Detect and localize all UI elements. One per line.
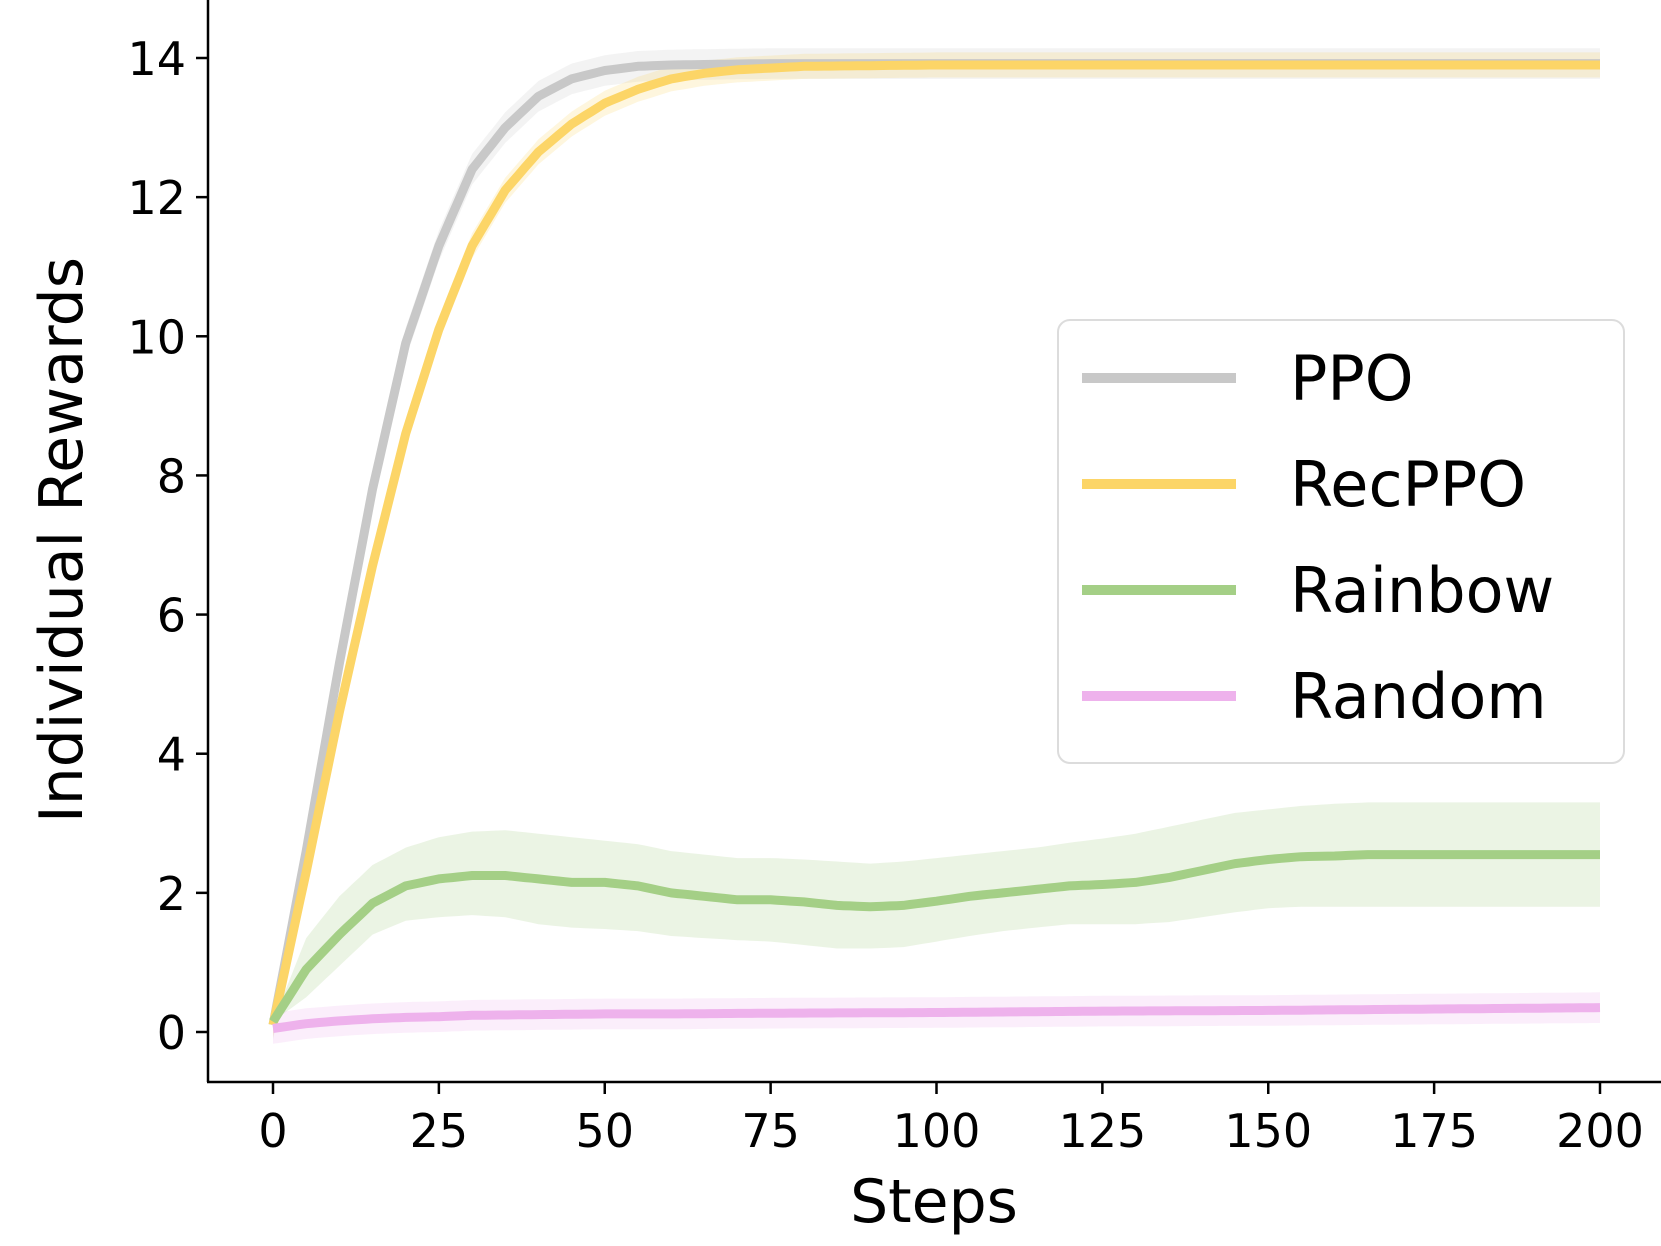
x-tick-label: 100 <box>893 1104 981 1158</box>
y-tick-label: 4 <box>157 728 186 782</box>
y-axis-title: Individual Rewards <box>27 257 97 823</box>
x-tick-label: 50 <box>575 1104 634 1158</box>
rainbow-band <box>273 802 1600 1022</box>
legend-label-recppo: RecPPO <box>1290 448 1526 521</box>
y-tick-label: 0 <box>157 1006 186 1060</box>
x-tick-label: 75 <box>741 1104 800 1158</box>
random-line <box>272 1003 1601 1033</box>
y-tick-label: 10 <box>127 310 186 364</box>
x-tick-label: 175 <box>1390 1104 1478 1158</box>
y-tick-label: 14 <box>127 32 186 86</box>
x-axis-ticks: 0 25 50 75 100 125 150 175 200 <box>258 1082 1644 1158</box>
y-tick-label: 12 <box>127 171 186 225</box>
x-tick-label: 0 <box>258 1104 287 1158</box>
x-tick-label: 200 <box>1556 1104 1644 1158</box>
rainbow-line <box>269 850 1600 1024</box>
x-axis-title: Steps <box>850 1167 1018 1237</box>
x-tick-label: 125 <box>1058 1104 1146 1158</box>
series-lines <box>268 59 1601 1033</box>
legend-frame <box>1057 319 1625 764</box>
legend-label-random: Random <box>1290 660 1547 733</box>
legend: PPO RecPPO Rainbow Random <box>1057 319 1625 764</box>
x-tick-label: 25 <box>410 1104 469 1158</box>
x-tick-label: 150 <box>1224 1104 1312 1158</box>
y-tick-label: 2 <box>157 867 186 921</box>
random-band <box>273 992 1600 1044</box>
legend-items: PPO RecPPO Rainbow Random <box>1082 342 1554 733</box>
y-tick-label: 8 <box>157 449 186 503</box>
legend-label-rainbow: Rainbow <box>1290 554 1554 627</box>
legend-label-ppo: PPO <box>1290 342 1414 415</box>
y-axis-ticks: 0 2 4 6 8 10 12 14 <box>127 32 208 1060</box>
recppo-line <box>268 60 1600 1026</box>
y-tick-label: 6 <box>157 589 186 643</box>
